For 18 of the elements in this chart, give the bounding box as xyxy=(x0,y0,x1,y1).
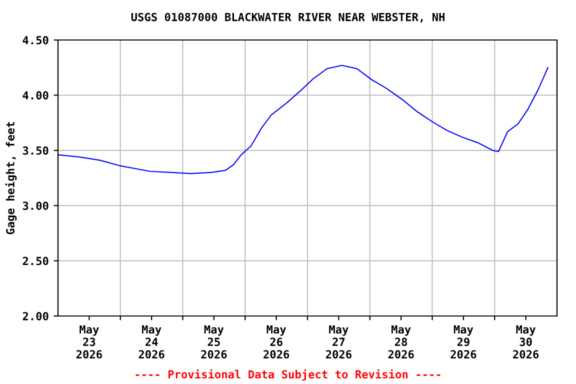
line-series xyxy=(58,64,548,174)
x-tick-label: May 23 2026 xyxy=(76,325,102,359)
x-tick-label: May 29 2026 xyxy=(450,325,476,359)
x-tick-label: May 26 2026 xyxy=(264,325,290,359)
y-tick-label: 3.50 xyxy=(22,146,48,155)
text: ---- Provisional Data Subject to Revision ---- xyxy=(136,369,440,381)
x-tick-label: May 30 2026 xyxy=(513,325,539,359)
x-tick-label: May 27 2026 xyxy=(326,325,352,359)
y-tick-label: 2.50 xyxy=(22,256,48,266)
y-tick-label: 3.00 xyxy=(22,202,48,210)
chart-title: USGS 01087000 BLACKWATER RIVER NEAR WEBSTER, NH xyxy=(131,12,444,23)
x-tick-label: May 25 2026 xyxy=(201,325,227,359)
y-axis-title: Gage height, feet xyxy=(5,122,17,234)
y-tick-label: 2.00 xyxy=(22,312,48,320)
y-tick-label: 4.50 xyxy=(22,36,48,44)
x-tick-label: May 28 2026 xyxy=(388,325,414,359)
x-tick-label: May 24 2026 xyxy=(138,325,164,359)
y-tick-label: 4.00 xyxy=(22,91,48,100)
